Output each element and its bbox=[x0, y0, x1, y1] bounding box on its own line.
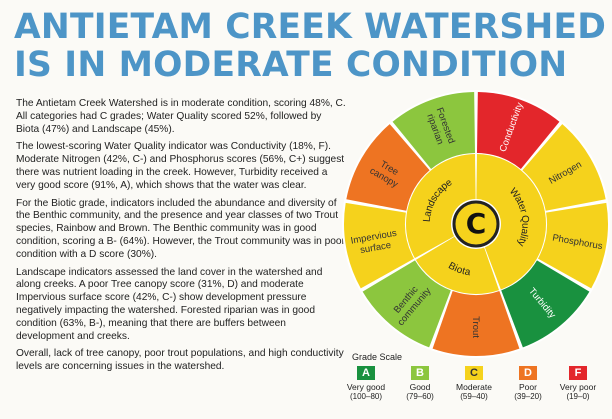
report-card-wheel: ConductivityNitrogenPhosphorusTurbidityT… bbox=[342, 90, 610, 358]
title-line-1: ANTIETAM CREEK WATERSHED bbox=[14, 7, 607, 47]
body-text: The Antietam Creek Watershed is in moder… bbox=[16, 98, 346, 379]
paragraph-water-quality: The lowest-scoring Water Quality indicat… bbox=[16, 141, 345, 191]
grade-d: D Poor (39–20) bbox=[498, 366, 558, 401]
grade-f: F Very poor (19–0) bbox=[548, 366, 608, 401]
title-line-2: IS IN MODERATE CONDITION bbox=[14, 45, 568, 85]
grade-d-label: Poor bbox=[519, 382, 537, 392]
grade-a-label: Very good bbox=[346, 382, 386, 392]
grade-f-label: Very poor bbox=[559, 382, 597, 392]
overall-grade-badge bbox=[452, 200, 500, 248]
grade-scale-title: Grade Scale bbox=[352, 352, 403, 362]
grade-b-label: Good bbox=[409, 382, 431, 392]
overall-grade-letter: C bbox=[466, 207, 487, 240]
grade-b-box: B bbox=[411, 366, 429, 380]
grade-f-range: (19–0) bbox=[566, 392, 590, 401]
grade-a-box: A bbox=[357, 366, 375, 380]
paragraph-overall: Overall, lack of tree canopy, poor trout… bbox=[16, 348, 344, 373]
segment-turbidity bbox=[501, 260, 590, 348]
grade-a-range: (100–80) bbox=[349, 392, 383, 401]
segment-phosphorus bbox=[537, 202, 608, 289]
grade-f-box: F bbox=[569, 366, 587, 380]
grade-d-box: D bbox=[519, 366, 537, 380]
segment-benthic-community bbox=[362, 260, 451, 348]
segment-tree-canopy bbox=[346, 124, 430, 211]
grade-c-label: Moderate bbox=[456, 382, 492, 392]
segment-forested-riparian bbox=[392, 92, 476, 169]
segment-trout bbox=[432, 291, 520, 357]
segment-impervious-surface bbox=[344, 202, 415, 289]
category-biota bbox=[415, 236, 500, 294]
grade-c: C Moderate (59–40) bbox=[444, 366, 504, 401]
paragraph-biota: For the Biotic grade, indicators include… bbox=[16, 197, 345, 260]
segment-conductivity bbox=[476, 92, 560, 169]
grade-d-range: (39–20) bbox=[514, 392, 542, 401]
grade-a: A Very good (100–80) bbox=[336, 366, 396, 401]
category-water-quality bbox=[476, 154, 546, 290]
category-landscape bbox=[406, 154, 476, 259]
paragraph-landscape: Landscape indicators assessed the land c… bbox=[16, 266, 323, 342]
grade-c-range: (59–40) bbox=[460, 392, 488, 401]
page-title: ANTIETAM CREEK WATERSHED IS IN MODERATE … bbox=[14, 7, 607, 85]
segment-nitrogen bbox=[522, 124, 606, 211]
indicator-text: Trout bbox=[470, 316, 481, 338]
grade-b-range: (79–60) bbox=[406, 392, 434, 401]
grade-b: B Good (79–60) bbox=[390, 366, 450, 401]
paragraph-summary: The Antietam Creek Watershed is in moder… bbox=[16, 98, 346, 135]
grade-c-box: C bbox=[465, 366, 483, 380]
label-trout: Trout bbox=[470, 316, 481, 338]
